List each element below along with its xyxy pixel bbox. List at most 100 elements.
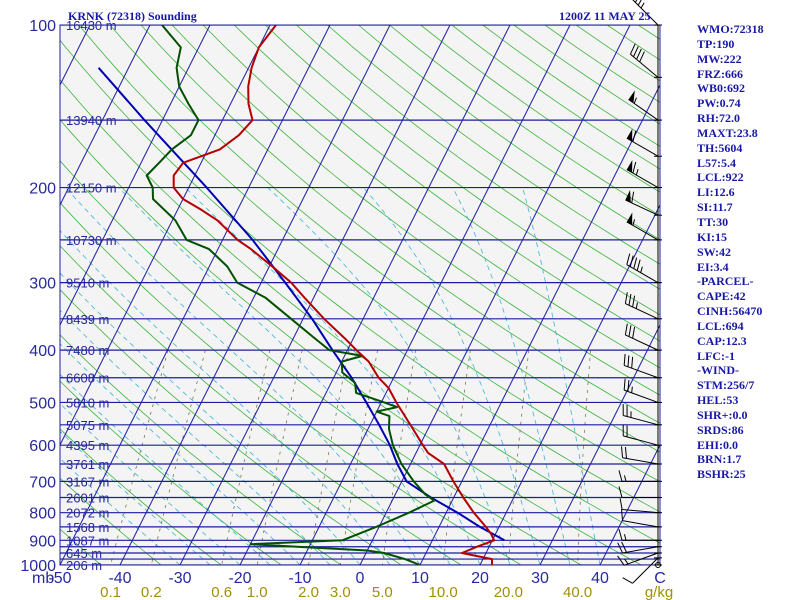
height-label: 13940 m	[66, 113, 117, 128]
barb-feather	[619, 498, 623, 510]
barb-shaft	[622, 546, 659, 554]
wind-barb	[626, 160, 662, 189]
mixing-ratio-label: 5.0	[372, 584, 393, 600]
barb-half-feather	[635, 168, 639, 176]
moist-adiabat-line	[60, 230, 391, 565]
temperature-tick-label: 10	[411, 570, 429, 587]
barb-feather	[639, 51, 645, 63]
wind-barb	[632, 0, 662, 26]
barb-pennant	[625, 189, 631, 203]
height-label: 1568 m	[66, 520, 109, 535]
grid-lines	[60, 25, 660, 565]
pressure-label: 400	[29, 343, 56, 360]
height-label: 7480 m	[66, 343, 109, 358]
isotherm-line	[60, 25, 271, 446]
sounding-indices-panel: WMO:72318 TP:190 MW:222 FRZ:666 WB0:692 PW:0.…	[697, 22, 797, 482]
barb-feather	[634, 0, 638, 3]
barb-shaft	[623, 435, 659, 446]
wind-barb	[626, 128, 662, 157]
wind-barb	[622, 557, 662, 584]
barb-shaft	[622, 509, 659, 514]
height-label: 645 m	[66, 546, 102, 561]
stat-line: EHI:0.0	[697, 437, 739, 452]
moist-adiabat-line	[184, 187, 481, 565]
stat-line: SRDS:86	[697, 422, 744, 437]
height-label: 3761 m	[66, 457, 109, 472]
temperature-tick-label: -30	[168, 570, 191, 587]
mixing-ratio-label: 2.0	[298, 584, 319, 600]
stat-line: CINH:56470	[697, 304, 763, 319]
isotherm-line	[479, 204, 660, 565]
barb-shaft	[624, 389, 659, 403]
barb-half-feather	[624, 475, 627, 482]
stat-line: TT:30	[697, 214, 729, 229]
plot-frame	[59, 24, 661, 566]
pressure-label: 500	[29, 395, 56, 412]
mixing-ratio-label: 10.0	[429, 584, 458, 600]
stat-line: TH:5604	[697, 140, 743, 155]
barb-feather	[637, 0, 642, 6]
calm-marker	[655, 562, 661, 568]
temperature-tick-label: 0	[356, 570, 365, 587]
wind-barb	[654, 562, 662, 568]
isotherm-line	[60, 25, 151, 206]
barb-feather	[617, 555, 625, 566]
stat-line: L57:5.4	[697, 155, 736, 170]
height-label: 5810 m	[66, 395, 109, 410]
barb-shaft	[623, 414, 659, 426]
stat-line: FRZ:666	[697, 66, 743, 81]
temperature-tick-label: -10	[288, 570, 311, 587]
stat-line: BRN:1.7	[697, 452, 742, 467]
pressure-label: 700	[29, 474, 56, 491]
height-label: 1087 m	[66, 533, 109, 548]
stat-line: LCL:922	[697, 170, 744, 185]
stat-line: -PARCEL-	[697, 274, 754, 289]
stat-line: -WIND-	[697, 363, 739, 378]
barb-feather	[618, 529, 623, 541]
wind-barb	[618, 470, 662, 482]
wind-barb	[623, 354, 662, 379]
mixing-ratio-label: 0.1	[100, 584, 121, 600]
stat-line: SHR+:0.0	[697, 407, 748, 422]
profile-group	[97, 25, 505, 565]
barb-half-feather	[635, 302, 638, 309]
temperature-tick-label: 40	[591, 570, 609, 587]
barb-feather	[617, 542, 623, 554]
stat-line: BSHR:25	[697, 467, 746, 482]
isotherm-line	[60, 25, 331, 565]
barb-feather	[628, 325, 632, 337]
height-label: 5075 m	[66, 418, 109, 433]
barb-feather	[622, 577, 633, 584]
isotherm-line	[239, 25, 511, 565]
barb-half-feather	[632, 219, 636, 226]
isotherm-line	[359, 25, 631, 565]
barb-feather	[633, 46, 639, 57]
barb-feather	[621, 446, 624, 458]
barb-shaft	[632, 557, 659, 584]
wind-barb	[624, 292, 662, 320]
barb-feather	[632, 130, 637, 142]
wind-barb	[629, 43, 662, 78]
barb-feather	[632, 326, 636, 339]
plot-background	[60, 25, 660, 565]
barb-feather	[627, 355, 630, 367]
celsius-unit-label: C	[654, 570, 666, 587]
barb-feather	[623, 354, 626, 366]
temperature-tick-label: 20	[471, 570, 489, 587]
barb-feather	[627, 380, 630, 392]
temperature-tick-label: 30	[531, 570, 549, 587]
wind-barb	[619, 498, 662, 514]
isotherm-line	[60, 25, 211, 326]
barb-shaft	[630, 53, 659, 78]
barb-feather	[636, 48, 642, 60]
moist-adiabat-line	[363, 187, 541, 565]
wind-barb	[628, 90, 662, 121]
wind-barb	[622, 424, 662, 446]
isotherm-line	[179, 25, 451, 565]
barb-shaft	[632, 0, 659, 26]
barb-shaft	[624, 364, 659, 379]
height-label: 8439 m	[66, 312, 109, 327]
barb-half-feather	[640, 2, 645, 9]
barb-feather	[623, 378, 626, 391]
station-title: KRNK (72318) Sounding	[68, 9, 197, 23]
